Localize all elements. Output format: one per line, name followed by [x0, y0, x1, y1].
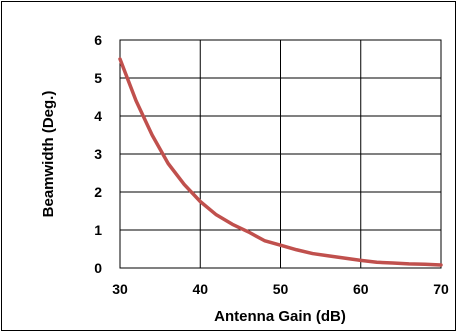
y-axis-ticks: 0 1 2 3 4 5 6: [94, 32, 102, 276]
y-tick-label: 2: [94, 184, 102, 200]
gridlines: [120, 39, 441, 268]
x-tick-label: 60: [353, 281, 369, 297]
y-tick-label: 4: [94, 108, 102, 124]
x-tick-label: 70: [433, 281, 449, 297]
x-axis-ticks: 30 40 50 60 70: [112, 281, 449, 297]
y-tick-label: 1: [94, 222, 102, 238]
series-line: [118, 57, 443, 267]
y-tick-label: 5: [94, 70, 102, 86]
series-layer: [118, 57, 443, 267]
y-axis-label: Beamwidth (Deg.): [40, 91, 57, 218]
y-tick-label: 6: [94, 32, 102, 48]
x-tick-label: 40: [192, 281, 208, 297]
y-tick-label: 3: [94, 146, 102, 162]
x-axis-label: Antenna Gain (dB): [214, 308, 346, 325]
x-tick-label: 50: [273, 281, 289, 297]
y-tick-label: 0: [94, 260, 102, 276]
x-tick-label: 30: [112, 281, 128, 297]
plot-area: [119, 39, 442, 269]
line-chart: 0 1 2 3 4 5 6 30 40 50 60 70 Antenna Gain (dB) Bea…: [40, 32, 449, 325]
chart-frame: 0 1 2 3 4 5 6 30 40 50 60 70 Antenna Gain (dB) Bea…: [1, 1, 456, 331]
